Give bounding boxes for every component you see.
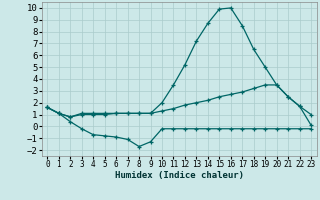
X-axis label: Humidex (Indice chaleur): Humidex (Indice chaleur) <box>115 171 244 180</box>
